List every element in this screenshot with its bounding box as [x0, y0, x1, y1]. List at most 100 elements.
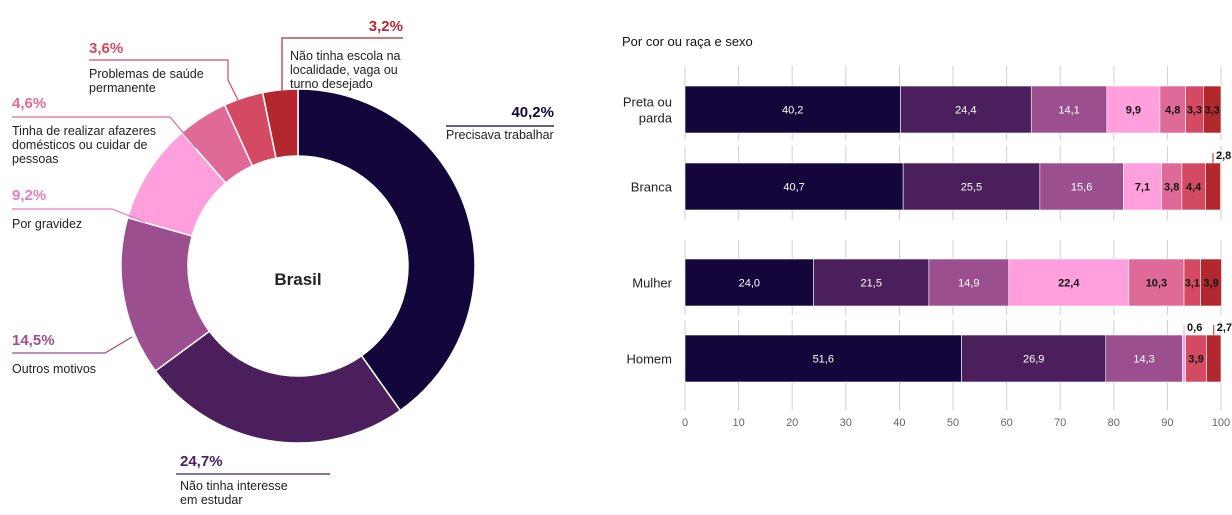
bar-segment [1200, 258, 1222, 307]
segment-label: 7,1 [1135, 182, 1150, 194]
segment-label: 21,5 [861, 278, 882, 290]
tick-label: 70 [1054, 417, 1066, 429]
tick-label: 0 [682, 417, 688, 429]
category-label: Homem [626, 352, 672, 367]
bar-segment [1008, 258, 1130, 307]
bar-segment [1128, 258, 1185, 307]
slice-description: pessoas [12, 152, 59, 166]
segment-label: 3,3 [1187, 105, 1202, 117]
segment-label: 24,4 [955, 105, 976, 117]
x-axis-ticks: 0 10 20 30 40 50 60 70 80 90 100 [682, 417, 1230, 429]
tick-label: 20 [786, 417, 798, 429]
tick-label: 50 [947, 417, 959, 429]
leader-line [12, 208, 146, 223]
slice-description: Tinha de realizar afazeres [12, 124, 156, 138]
bar-segment [1205, 162, 1221, 211]
bar-segment [684, 258, 814, 307]
slice-description: permanente [89, 81, 156, 95]
bar-segment [684, 85, 901, 134]
bar-segment [1159, 85, 1186, 134]
slice-description: localidade, vaga ou [290, 63, 398, 77]
slice-description: domésticos ou cuidar de [12, 138, 148, 152]
tick-label: 90 [1161, 417, 1173, 429]
segment-label: 51,6 [813, 354, 834, 366]
leader-line [12, 116, 197, 149]
segment-label: 40,7 [783, 182, 804, 194]
segment-label: 3,9 [1203, 278, 1218, 290]
segment-label: 4,8 [1165, 105, 1180, 117]
bar-segment [684, 162, 904, 211]
bar-segment [1123, 162, 1162, 211]
bar-chart-title: Por cor ou raça e sexo [622, 34, 753, 49]
segment-label: 24,0 [739, 278, 760, 290]
segment-label: 14,1 [1058, 105, 1079, 117]
slice-percentage: 3,2% [369, 18, 403, 35]
segment-label: 22,4 [1058, 278, 1080, 290]
segment-label: 2,8 [1216, 150, 1231, 162]
tick-label: 40 [893, 417, 905, 429]
slice-description: Outros motivos [12, 362, 96, 376]
slice-percentage: 3,6% [89, 40, 123, 57]
segment-label: 0,6 [1187, 322, 1202, 334]
category-label: parda [639, 111, 673, 126]
bar-segment [1203, 85, 1222, 134]
slice-percentage: 24,7% [180, 453, 223, 470]
slice-description: em estudar [180, 493, 243, 507]
slice-percentage: 9,2% [12, 187, 46, 204]
segment-label: 15,6 [1071, 182, 1092, 194]
segment-label: 25,5 [961, 182, 982, 194]
category-label: Preta ou [623, 95, 672, 110]
leader-line [89, 59, 241, 105]
slice-description: turno desejado [290, 77, 373, 91]
slice-percentage: 14,5% [12, 332, 55, 349]
segment-label: 3,3 [1205, 105, 1220, 117]
bar-segment [684, 334, 962, 383]
slice-description: Não tinha escola na [290, 49, 401, 63]
segment-label: 40,2 [782, 105, 803, 117]
tick-label: 30 [840, 417, 852, 429]
segment-label: 14,3 [1133, 354, 1154, 366]
bar-segment [902, 162, 1041, 211]
tick-label: 60 [1000, 417, 1012, 429]
category-label: Branca [631, 180, 673, 195]
donut-center-label: Brasil [274, 270, 321, 289]
slice-description: Por gravidez [12, 217, 82, 231]
leader-line [281, 37, 403, 98]
bar-segment [900, 85, 1032, 134]
bar-segment [1182, 334, 1186, 383]
bar-segment [928, 258, 1010, 307]
slice-description: Não tinha interesse [180, 479, 288, 493]
segment-label: 9,9 [1126, 105, 1141, 117]
donut-chart [120, 88, 476, 444]
bar-segment [961, 334, 1107, 383]
segment-label: 26,9 [1023, 354, 1044, 366]
slice-description: Problemas de saúde [89, 67, 204, 81]
bar-segment [1039, 162, 1124, 211]
slice-percentage: 40,2% [511, 104, 554, 121]
bar-segment [1106, 85, 1161, 134]
bar-segment [813, 258, 930, 307]
slice-percentage: 4,6% [12, 95, 46, 112]
donut-slice [154, 330, 402, 444]
bar-segment [1030, 85, 1108, 134]
segment-label: 2,7 [1217, 322, 1232, 334]
slice-description: Precisava trabalhar [446, 128, 554, 142]
tick-label: 80 [1108, 417, 1120, 429]
donut-slice [261, 88, 299, 160]
bar-segment [1206, 334, 1222, 383]
leader-line [12, 336, 133, 354]
segment-label: 3,1 [1185, 278, 1200, 290]
segment-label: 3,9 [1188, 354, 1203, 366]
segment-label: 3,8 [1164, 182, 1179, 194]
segment-label: 4,4 [1186, 182, 1202, 194]
donut-annotations: 40,2% Precisava trabalhar 24,7% Não tinha i… [12, 18, 554, 507]
bar-segment [1105, 334, 1183, 383]
donut-slice [297, 88, 476, 412]
segment-label: 10,3 [1146, 278, 1167, 290]
category-label: Mulher [632, 276, 672, 291]
tick-label: 10 [732, 417, 744, 429]
tick-label: 100 [1212, 417, 1230, 429]
